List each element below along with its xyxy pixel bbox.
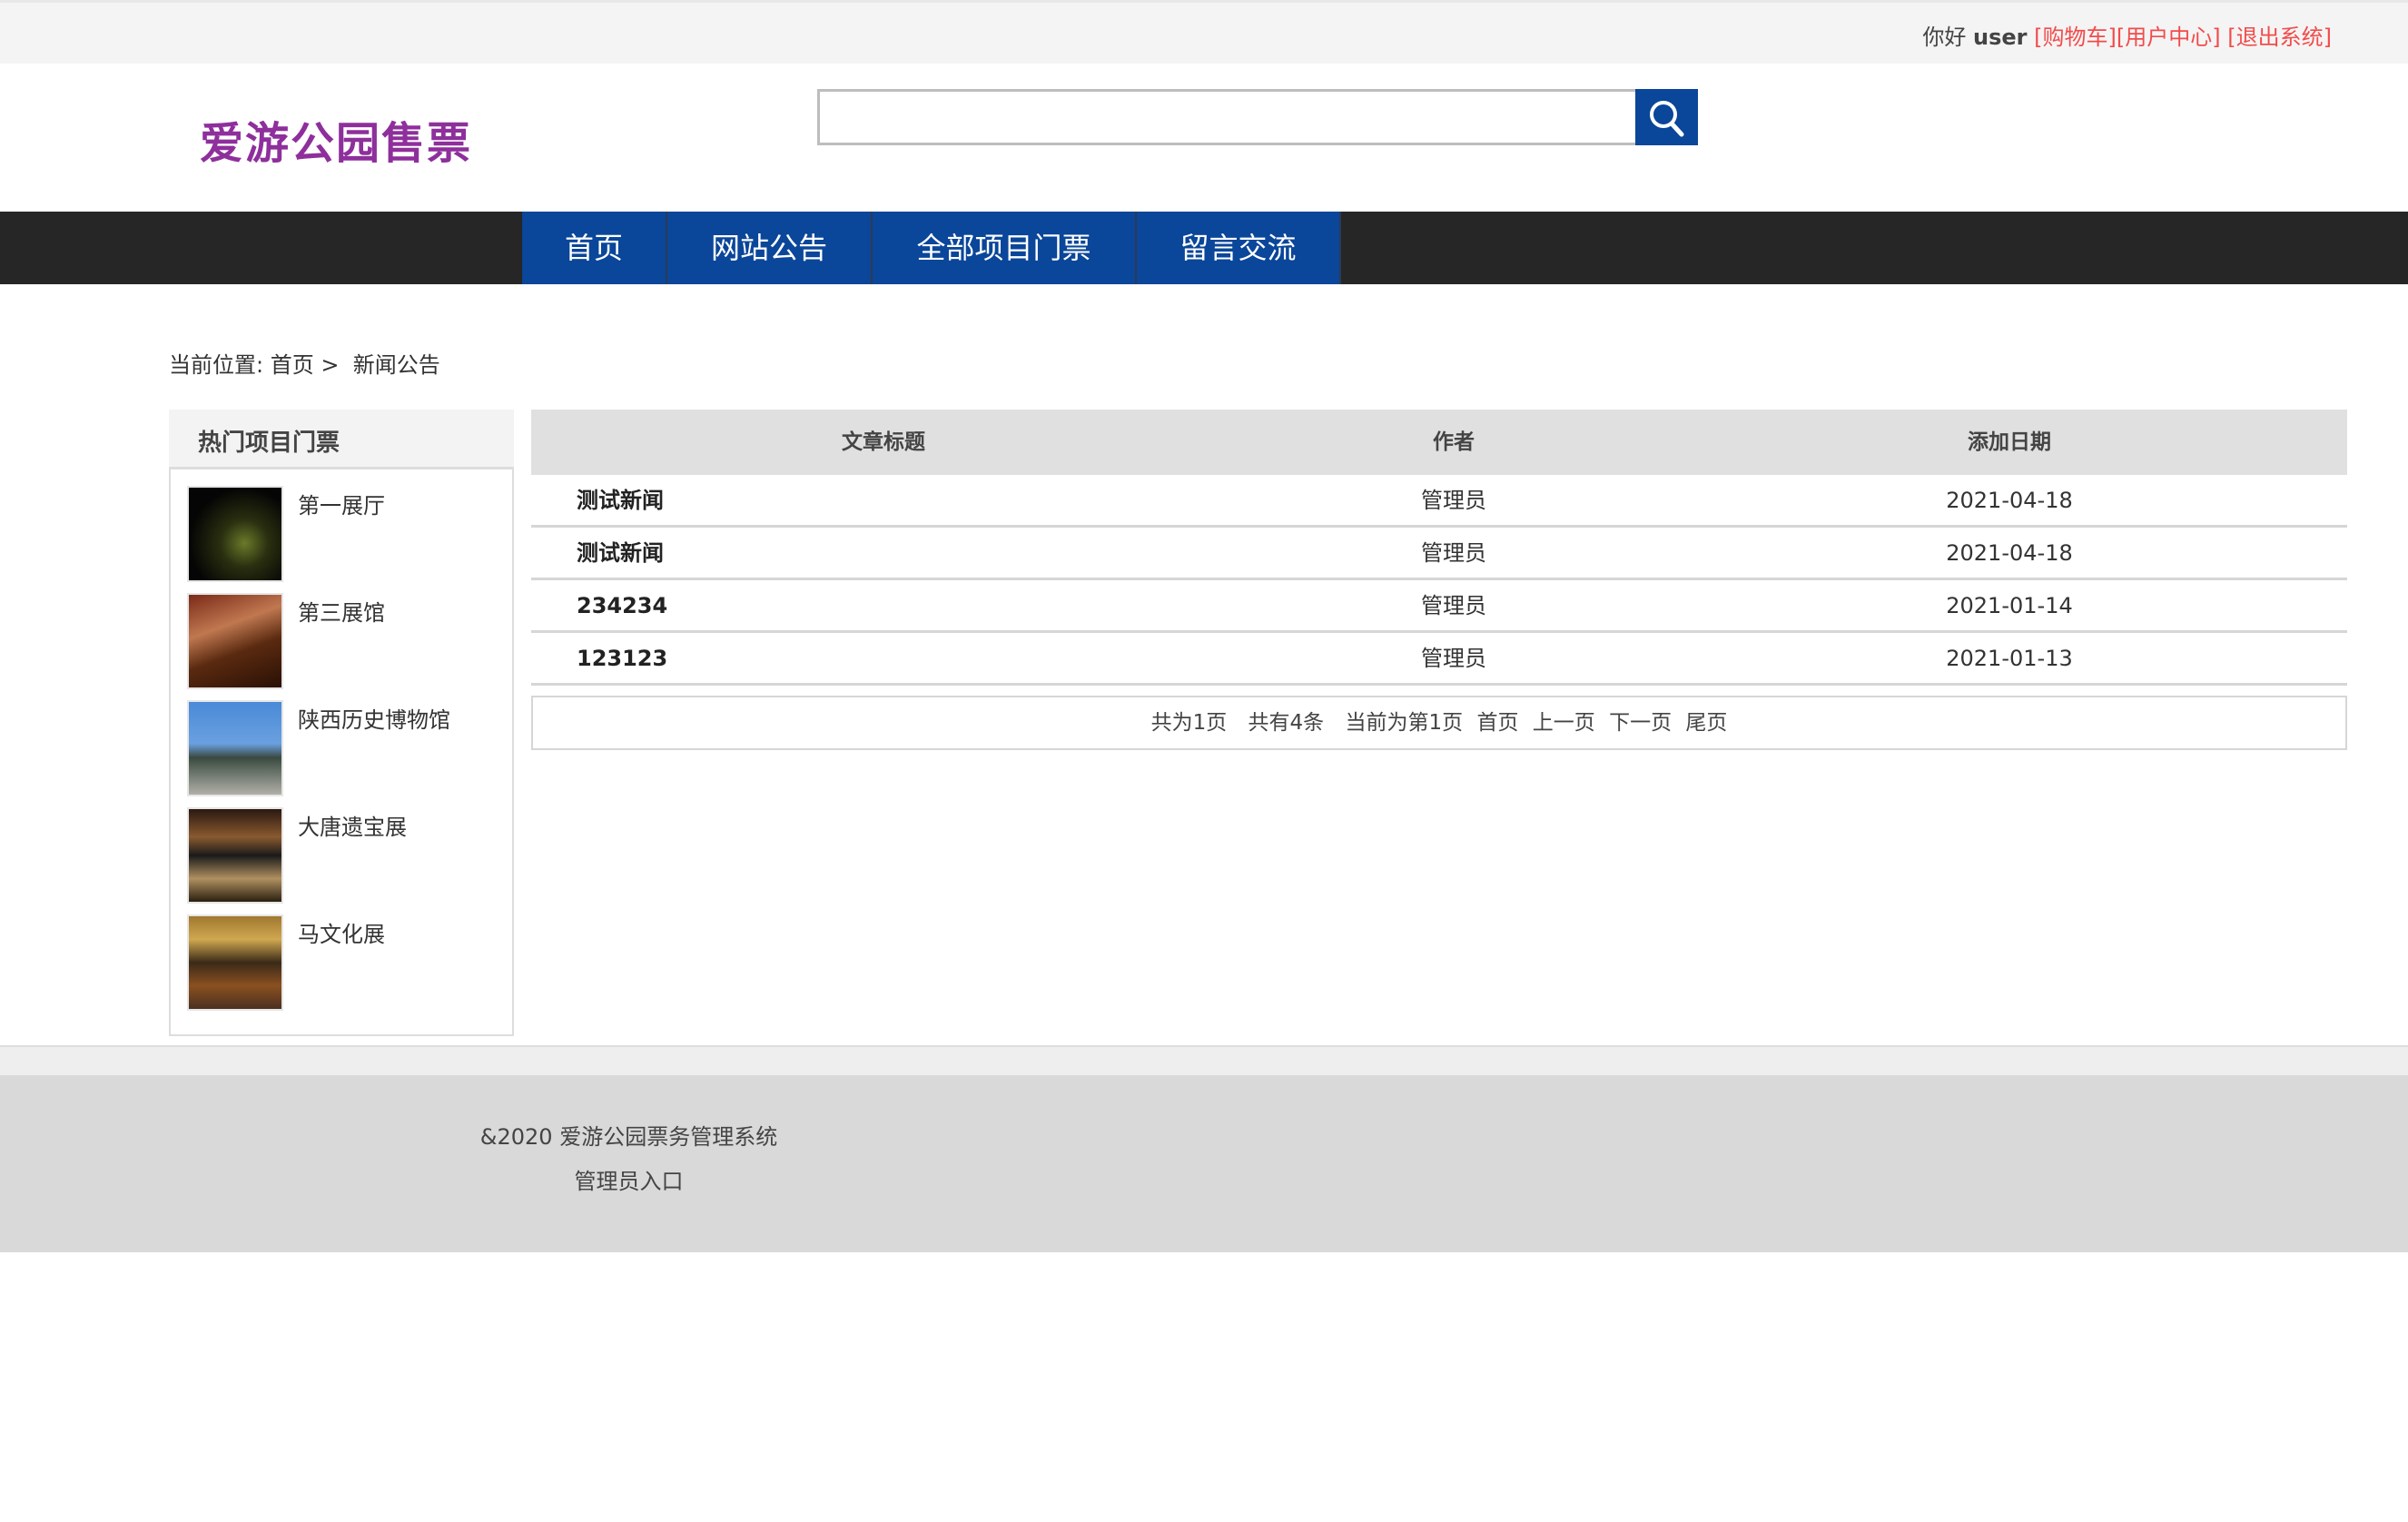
user-links: 你好 user [购物车][用户中心] [退出系统] (1922, 19, 2332, 51)
sidebar-item-label[interactable]: 大唐遗宝展 (298, 815, 407, 840)
logout-link[interactable]: [退出系统] (2227, 25, 2332, 50)
date-cell: 2021-01-13 (1946, 646, 2073, 671)
breadcrumb: 当前位置: 首页 > 新闻公告 (169, 347, 440, 379)
top-bar: 你好 user [购物车][用户中心] [退出系统] (0, 0, 2408, 64)
table-row[interactable]: 测试新闻 管理员 2021-04-18 (531, 475, 2347, 528)
news-table: 文章标题 作者 添加日期 测试新闻 管理员 2021-04-18 测试新闻 管理员 20… (531, 410, 2347, 686)
search-icon (1650, 101, 1684, 137)
sidebar-item[interactable]: 第三展馆 (187, 593, 496, 693)
breadcrumb-label: 当前位置: (169, 352, 264, 378)
sidebar-item-label[interactable]: 马文化展 (298, 922, 385, 947)
sidebar-item-label[interactable]: 第一展厅 (298, 493, 385, 519)
footer: &2020 爱游公园票务管理系统 管理员入口 (0, 1075, 2408, 1252)
prev-page-link[interactable]: 上一页 (1532, 711, 1595, 735)
thumbnail-image[interactable] (187, 486, 283, 582)
thumbnail-image[interactable] (187, 807, 283, 904)
author-cell: 管理员 (1421, 488, 1486, 513)
sidebar-item[interactable]: 马文化展 (187, 914, 496, 1014)
header-title: 文章标题 (842, 430, 925, 454)
hot-tickets-sidebar: 热门项目门票 第一展厅 第三展馆 陕西历史博物馆 大唐遗宝展 马文化展 (169, 410, 514, 1036)
news-title-link[interactable]: 测试新闻 (577, 488, 664, 513)
author-cell: 管理员 (1421, 593, 1486, 618)
last-page-link[interactable]: 尾页 (1685, 711, 1728, 735)
breadcrumb-home[interactable]: 首页 (270, 352, 314, 378)
nav-home[interactable]: 首页 (522, 212, 667, 284)
username: user (1973, 25, 2028, 50)
current-page: 当前为第1页 (1345, 711, 1464, 735)
date-cell: 2021-01-14 (1946, 593, 2073, 618)
footer-divider (0, 1045, 2408, 1075)
total-pages: 共为1页 (1150, 711, 1228, 735)
sidebar-item-label[interactable]: 第三展馆 (298, 600, 385, 626)
news-title-link[interactable]: 测试新闻 (577, 540, 664, 566)
nav-all-tickets[interactable]: 全部项目门票 (873, 212, 1137, 284)
header-date: 添加日期 (1968, 430, 2051, 454)
nav-announcements[interactable]: 网站公告 (667, 212, 873, 284)
sidebar-item[interactable]: 大唐遗宝展 (187, 807, 496, 907)
news-title-link[interactable]: 123123 (577, 646, 668, 671)
news-title-link[interactable]: 234234 (577, 593, 668, 618)
sidebar-item[interactable]: 第一展厅 (187, 486, 496, 586)
date-cell: 2021-04-18 (1946, 540, 2073, 566)
sidebar-item[interactable]: 陕西历史博物馆 (187, 700, 496, 800)
table-row[interactable]: 测试新闻 管理员 2021-04-18 (531, 528, 2347, 580)
breadcrumb-current: 新闻公告 (352, 352, 440, 378)
table-row[interactable]: 123123 管理员 2021-01-13 (531, 633, 2347, 686)
site-logo[interactable]: 爱游公园售票 (200, 118, 473, 169)
admin-entry-link[interactable]: 管理员入口 (574, 1169, 684, 1194)
greeting: 你好 (1922, 25, 1967, 50)
nav-messages[interactable]: 留言交流 (1137, 212, 1341, 284)
author-cell: 管理员 (1421, 540, 1486, 566)
search-input[interactable] (817, 89, 1636, 145)
author-cell: 管理员 (1421, 646, 1486, 671)
total-count: 共有4条 (1248, 711, 1325, 735)
table-row[interactable]: 234234 管理员 2021-01-14 (531, 580, 2347, 633)
main-nav: 首页 网站公告 全部项目门票 留言交流 (0, 212, 2408, 284)
user-center-link[interactable]: [用户中心] (2116, 25, 2221, 50)
table-header: 文章标题 作者 添加日期 (531, 410, 2347, 475)
breadcrumb-separator: > (321, 352, 340, 378)
next-page-link[interactable]: 下一页 (1609, 711, 1673, 735)
copyright: &2020 爱游公园票务管理系统 (479, 1124, 778, 1150)
thumbnail-image[interactable] (187, 700, 283, 796)
thumbnail-image[interactable] (187, 914, 283, 1011)
thumbnail-image[interactable] (187, 593, 283, 689)
sidebar-item-label[interactable]: 陕西历史博物馆 (298, 707, 450, 733)
first-page-link[interactable]: 首页 (1476, 711, 1519, 735)
pagination: 共为1页 共有4条 当前为第1页 首页 上一页 下一页 尾页 (531, 696, 2347, 750)
search-button[interactable] (1635, 89, 1698, 145)
date-cell: 2021-04-18 (1946, 488, 2073, 513)
sidebar-title: 热门项目门票 (169, 410, 514, 469)
header-author: 作者 (1433, 430, 1475, 454)
cart-link[interactable]: [购物车] (2034, 25, 2117, 50)
